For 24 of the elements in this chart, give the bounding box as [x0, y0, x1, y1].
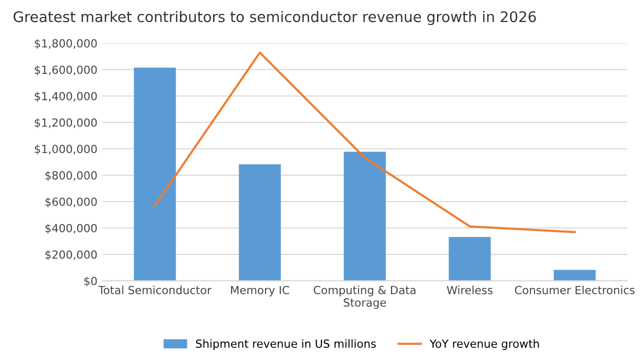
legend-label: Shipment revenue in US millions — [196, 339, 376, 350]
chart-title: Greatest market contributors to semiconductor revenue growth in 2026 — [14, 10, 536, 26]
line-series — [154, 52, 576, 234]
bar — [238, 164, 281, 281]
x-tick-label: Consumer Electronics — [514, 286, 635, 294]
y-tick-label: $1,000,000 — [34, 144, 97, 155]
x-tick-label: Memory IC — [231, 286, 290, 296]
x-tick-label: Computing & Data Storage — [314, 286, 416, 309]
y-tick-label: $1,400,000 — [34, 92, 97, 102]
x-tick-label: Total Semiconductor — [98, 286, 212, 294]
y-tick-label: $600,000 — [45, 197, 97, 208]
legend-label: YoY revenue growth — [430, 339, 539, 350]
bar — [134, 68, 176, 281]
y-tick-label: $800,000 — [45, 170, 97, 182]
y-tick-label: $200,000 — [45, 250, 97, 260]
y-tick-label: $0 — [84, 276, 97, 287]
bar — [448, 236, 491, 281]
y-tick-label: $1,200,000 — [34, 118, 97, 128]
x-tick-label: Wireless — [446, 286, 492, 294]
y-tick-label: $1,800,000 — [34, 38, 97, 50]
y-tick-label: $400,000 — [45, 224, 97, 234]
bar — [344, 152, 386, 281]
y-tick-label: $1,600,000 — [34, 65, 97, 76]
bar — [554, 270, 596, 281]
